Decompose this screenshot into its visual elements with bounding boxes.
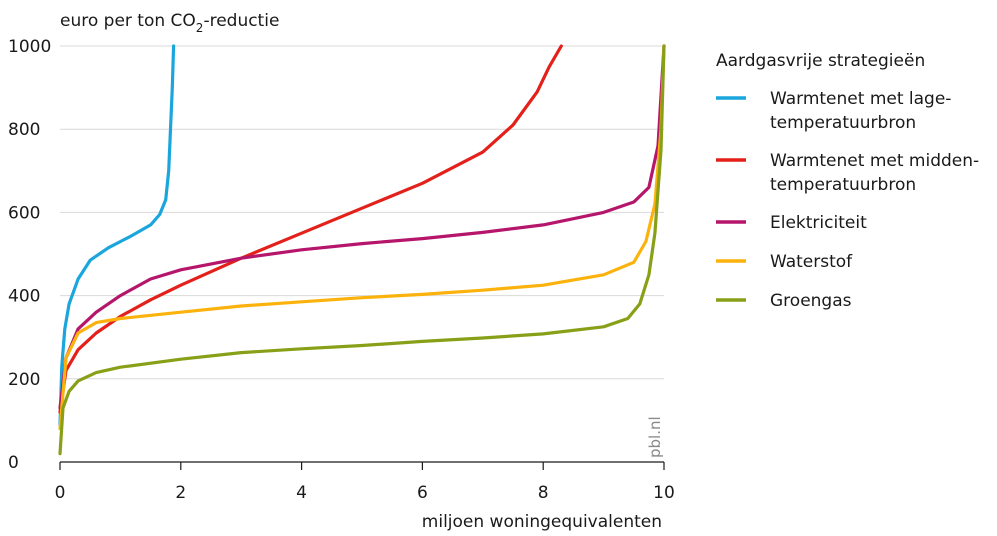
y-tick-label: 1000 xyxy=(8,37,51,57)
legend-label: temperatuurbron xyxy=(770,113,916,133)
legend-label: Elektriciteit xyxy=(770,213,867,233)
legend-item-5: Groengas xyxy=(716,291,852,311)
series-line-2 xyxy=(58,44,563,414)
y-axis-label-subscript: 2 xyxy=(196,21,204,35)
y-tick-label: 600 xyxy=(8,203,40,223)
y-axis-label-prefix: euro per ton CO xyxy=(60,11,196,31)
legend-label: Warmtenet met lage- xyxy=(770,89,951,109)
legend-label: Waterstof xyxy=(770,252,853,272)
legend-label: temperatuurbron xyxy=(770,175,916,195)
series-layer xyxy=(58,44,666,456)
source-label: pbl.nl xyxy=(646,416,664,458)
legend-item-2: Warmtenet met midden-temperatuurbron xyxy=(716,151,979,195)
legend: Warmtenet met lage-temperatuurbronWarmte… xyxy=(716,89,979,311)
legend-item-3: Elektriciteit xyxy=(716,213,867,233)
legend-label: Warmtenet met midden- xyxy=(770,151,979,171)
y-tick-label: 800 xyxy=(8,120,40,140)
y-axis-label-suffix: -reductie xyxy=(203,11,279,31)
series-line-3 xyxy=(58,44,666,410)
legend-item-1: Warmtenet met lage-temperatuurbron xyxy=(716,89,951,133)
x-tick-label: 0 xyxy=(55,483,66,503)
y-tick-label: 400 xyxy=(8,287,40,307)
series-line-4 xyxy=(58,44,666,431)
series-line-5 xyxy=(58,44,666,456)
x-tick-label: 6 xyxy=(417,483,428,503)
axes: 0 200 400 600 800 1000 0 2 4 6 8 10 xyxy=(8,37,675,503)
x-axis-label: miljoen woningequivalenten xyxy=(422,512,662,532)
legend-label: Groengas xyxy=(770,291,852,311)
x-tick-label: 4 xyxy=(296,483,307,503)
y-axis-label: euro per ton CO2-reductie xyxy=(60,11,279,35)
y-tick-label: 200 xyxy=(8,370,40,390)
legend-title: Aardgasvrije strategieën xyxy=(716,51,925,71)
x-tick-label: 8 xyxy=(538,483,549,503)
x-tick-label: 2 xyxy=(175,483,186,503)
series-line-1 xyxy=(58,44,176,427)
x-tick-label: 10 xyxy=(653,483,675,503)
legend-item-4: Waterstof xyxy=(716,252,853,272)
y-tick-label: 0 xyxy=(8,453,19,473)
